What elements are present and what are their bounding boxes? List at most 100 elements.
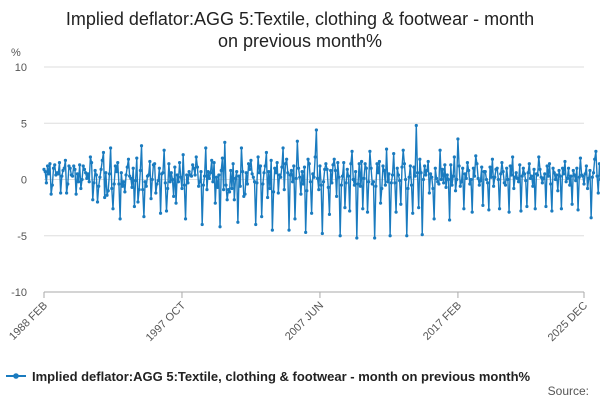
data-point: [388, 234, 392, 238]
data-point: [576, 208, 580, 212]
data-point: [286, 171, 290, 175]
data-point: [585, 186, 590, 191]
data-point: [155, 182, 159, 186]
data-point: [252, 180, 257, 184]
data-point: [150, 177, 154, 182]
data-point: [189, 174, 194, 178]
chart-title-line-2: on previous month%: [218, 31, 382, 51]
data-point: [180, 186, 184, 191]
data-point: [312, 175, 316, 179]
data-point: [506, 177, 510, 182]
data-point: [117, 182, 121, 186]
data-point: [423, 164, 427, 168]
y-tick-label: 5: [21, 118, 27, 130]
data-point: [532, 167, 536, 171]
data-point: [420, 233, 424, 237]
data-point: [285, 157, 289, 161]
data-point: [470, 210, 474, 214]
data-point: [354, 170, 358, 174]
data-point: [439, 177, 443, 182]
data-point: [338, 234, 342, 238]
data-point: [192, 166, 196, 170]
data-point: [231, 162, 235, 166]
data-point: [474, 154, 478, 158]
data-point: [156, 179, 160, 183]
series-line: [43, 124, 600, 239]
data-point: [508, 164, 512, 168]
data-point: [104, 171, 108, 175]
data-point: [352, 183, 357, 187]
data-point: [456, 137, 460, 141]
data-point: [202, 174, 207, 178]
gridlines: [44, 66, 584, 293]
data-point: [427, 191, 431, 195]
data-point: [497, 207, 502, 211]
data-point: [97, 184, 101, 188]
data-point: [364, 166, 368, 170]
data-point: [463, 172, 467, 176]
data-point: [572, 173, 577, 177]
data-point: [99, 167, 103, 171]
data-point: [417, 206, 421, 210]
data-point: [218, 225, 222, 229]
data-point: [266, 195, 270, 200]
data-point: [232, 198, 236, 202]
data-point: [350, 149, 354, 153]
data-point: [478, 179, 483, 183]
data-point: [235, 170, 239, 174]
data-point: [581, 174, 585, 178]
data-point: [562, 172, 566, 176]
data-point: [464, 176, 468, 180]
data-point: [452, 155, 456, 159]
data-point: [76, 180, 81, 184]
data-point: [143, 180, 147, 184]
data-point: [321, 180, 326, 184]
data-point: [566, 166, 571, 170]
data-point: [43, 170, 47, 174]
data-point: [318, 164, 322, 168]
data-point: [93, 168, 97, 173]
data-point: [414, 123, 418, 128]
data-point: [250, 172, 254, 176]
data-point: [126, 157, 131, 161]
data-point: [346, 174, 351, 178]
legend[interactable]: Implied deflator:AGG 5:Textile, clothing…: [6, 369, 531, 384]
data-point: [377, 159, 382, 164]
data-point: [53, 163, 57, 167]
data-point: [112, 182, 116, 186]
data-point: [301, 182, 305, 186]
data-point: [292, 164, 296, 168]
data-point: [475, 162, 479, 166]
data-point: [394, 210, 398, 214]
data-point: [451, 174, 455, 178]
data-point: [587, 176, 591, 180]
data-point: [389, 181, 393, 185]
data-point: [405, 234, 409, 238]
data-point: [193, 173, 197, 177]
data-point: [369, 166, 373, 170]
x-tick-label: 1988 FEB: [7, 300, 50, 343]
data-point: [367, 180, 371, 184]
data-point: [577, 175, 581, 179]
data-point: [449, 163, 453, 167]
data-point: [515, 176, 519, 180]
data-point: [170, 177, 175, 182]
data-point: [248, 167, 252, 171]
data-point: [211, 180, 215, 184]
data-point: [283, 162, 288, 166]
data-point: [333, 168, 338, 173]
data-point: [538, 167, 542, 171]
data-point: [424, 173, 428, 177]
data-point: [100, 158, 104, 162]
data-point: [433, 166, 437, 170]
data-point: [413, 174, 417, 178]
data-point: [142, 215, 146, 219]
data-point: [187, 170, 191, 174]
data-point: [154, 191, 158, 195]
data-point: [256, 155, 260, 159]
data-point: [381, 164, 385, 168]
data-point: [489, 175, 493, 179]
data-point: [596, 191, 600, 195]
data-point: [68, 166, 72, 170]
data-point: [75, 172, 79, 176]
